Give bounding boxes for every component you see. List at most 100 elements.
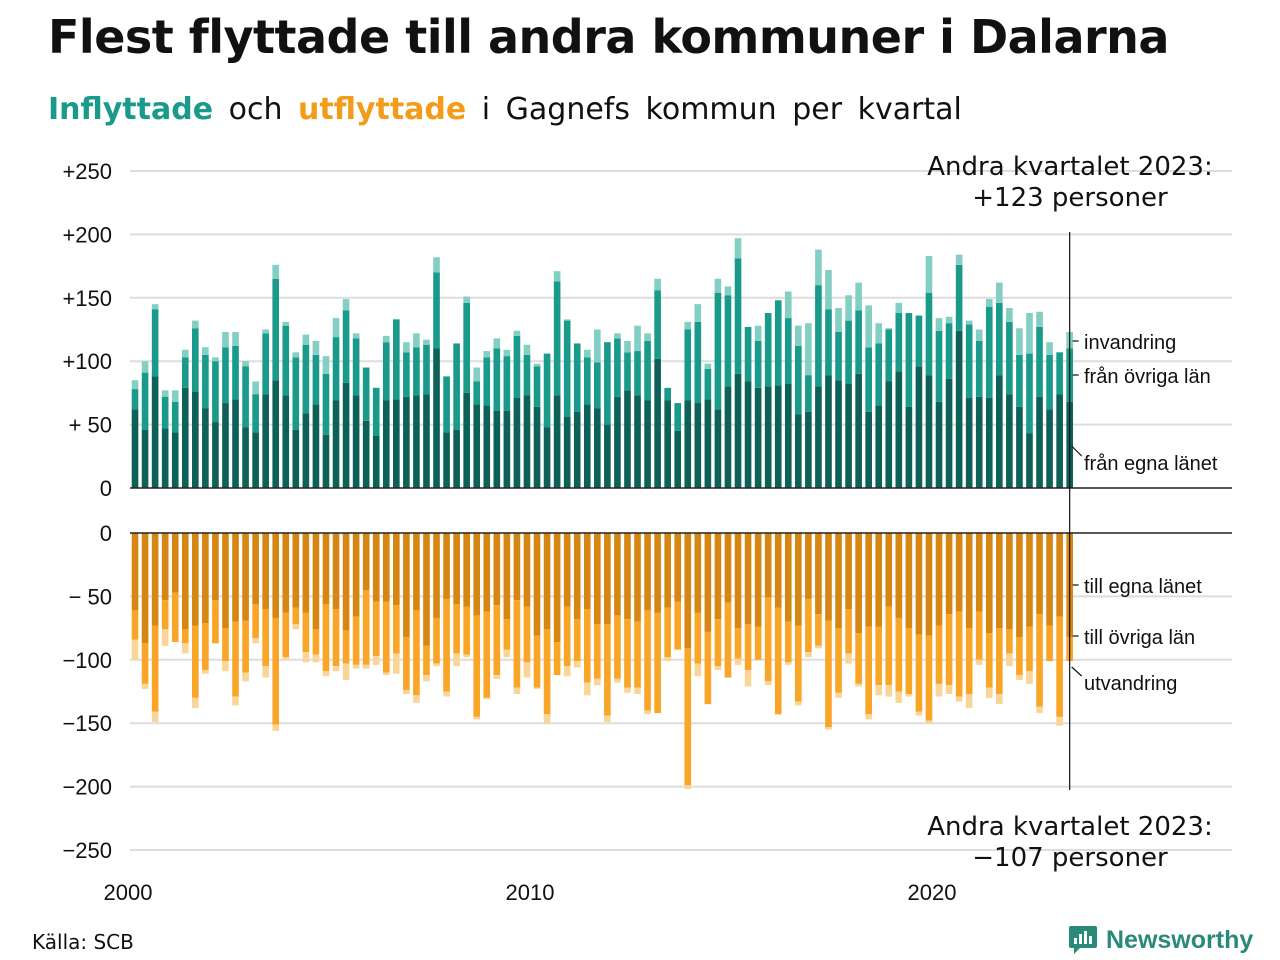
bar-inflow-local bbox=[996, 375, 1003, 488]
bar-outflow-abroad bbox=[996, 694, 1003, 705]
bar-outflow-other bbox=[1026, 626, 1033, 672]
bar-inflow-local bbox=[644, 400, 651, 488]
bar-inflow-other bbox=[483, 357, 491, 406]
bar-outflow-other bbox=[835, 628, 842, 693]
bar-outflow-abroad bbox=[583, 682, 591, 696]
bar-outflow-abroad bbox=[161, 629, 169, 646]
bar-outflow-abroad bbox=[1016, 675, 1023, 681]
bar-inflow-other bbox=[473, 381, 481, 405]
bar-inflow-local bbox=[563, 416, 571, 488]
bar-outflow-other bbox=[1036, 614, 1043, 707]
bar-outflow-local bbox=[704, 533, 712, 632]
bar-outflow-other bbox=[433, 617, 440, 664]
bar-inflow-other bbox=[955, 264, 963, 331]
bar-outflow-local bbox=[1006, 533, 1013, 630]
bar-inflow-local bbox=[151, 376, 159, 488]
bar-inflow-abroad bbox=[845, 295, 852, 321]
bar-inflow-abroad bbox=[945, 316, 953, 324]
bar-inflow-local bbox=[975, 396, 983, 488]
chart-subtitle: Inflyttade och utflyttade i Gagnefs komm… bbox=[48, 92, 962, 127]
bar-outflow-local bbox=[1026, 533, 1033, 627]
bar-inflow-local bbox=[583, 404, 591, 488]
bar-outflow-other bbox=[724, 602, 732, 678]
bar-inflow-abroad bbox=[784, 291, 792, 319]
bar-inflow-abroad bbox=[212, 357, 219, 362]
bar-outflow-abroad bbox=[543, 714, 551, 724]
bar-inflow-other bbox=[815, 285, 822, 387]
bar-outflow-local bbox=[654, 533, 661, 613]
bar-outflow-abroad bbox=[453, 653, 460, 667]
bar-outflow-abroad bbox=[855, 683, 862, 687]
bar-inflow-abroad bbox=[634, 325, 641, 352]
bar-outflow-local bbox=[764, 533, 772, 598]
bar-outflow-abroad bbox=[181, 643, 189, 654]
bar-inflow-local bbox=[895, 371, 903, 488]
bar-outflow-other bbox=[704, 631, 712, 705]
bar-inflow-abroad bbox=[463, 296, 470, 303]
bar-inflow-other bbox=[553, 281, 561, 396]
bar-inflow-abroad bbox=[503, 349, 511, 357]
bar-outflow-other bbox=[151, 625, 159, 712]
bar-inflow-other bbox=[171, 401, 179, 433]
bar-outflow-local bbox=[443, 533, 450, 599]
bar-inflow-abroad bbox=[925, 255, 933, 293]
bar-outflow-abroad bbox=[292, 624, 300, 630]
bar-inflow-other bbox=[423, 344, 430, 395]
bar-inflow-other bbox=[573, 343, 581, 412]
bar-inflow-local bbox=[624, 390, 631, 488]
annotation-bottom: Andra kvartalet 2023: bbox=[927, 812, 1212, 842]
bar-outflow-abroad bbox=[513, 687, 521, 695]
bar-inflow-other bbox=[875, 343, 883, 406]
bar-inflow-other bbox=[724, 295, 732, 387]
bar-inflow-local bbox=[965, 397, 973, 488]
bar-inflow-abroad bbox=[865, 305, 872, 348]
bar-inflow-other bbox=[624, 352, 631, 391]
y-tick-label: −200 bbox=[62, 775, 112, 800]
bar-inflow-local bbox=[694, 403, 702, 488]
bar-inflow-other bbox=[272, 278, 280, 381]
bar-inflow-abroad bbox=[1006, 307, 1013, 322]
bar-inflow-abroad bbox=[875, 323, 883, 344]
bar-inflow-other bbox=[161, 396, 169, 429]
bar-inflow-abroad bbox=[965, 320, 973, 325]
bar-inflow-other bbox=[1026, 353, 1033, 434]
bar-outflow-local bbox=[965, 533, 973, 629]
bar-outflow-other bbox=[583, 609, 591, 683]
bar-inflow-other bbox=[985, 306, 993, 398]
bar-outflow-local bbox=[292, 533, 300, 608]
bar-outflow-abroad bbox=[865, 714, 872, 720]
bar-inflow-local bbox=[503, 410, 511, 488]
bar-outflow-abroad bbox=[624, 687, 631, 693]
bar-outflow-other bbox=[614, 615, 621, 679]
source-note: Källa: SCB bbox=[32, 930, 134, 954]
bar-outflow-other bbox=[815, 614, 822, 646]
bar-outflow-abroad bbox=[744, 669, 752, 687]
bar-inflow-abroad bbox=[1026, 313, 1033, 354]
bar-inflow-abroad bbox=[151, 304, 159, 310]
bar-outflow-local bbox=[1016, 533, 1023, 637]
bar-outflow-other bbox=[192, 625, 199, 698]
bar-inflow-other bbox=[975, 340, 983, 397]
bar-outflow-abroad bbox=[905, 694, 913, 697]
bar-inflow-local bbox=[634, 395, 641, 488]
bar-inflow-local bbox=[1016, 406, 1023, 488]
bar-outflow-local bbox=[784, 533, 792, 622]
bar-inflow-local bbox=[443, 432, 450, 488]
bar-outflow-local bbox=[483, 533, 491, 612]
bar-inflow-local bbox=[885, 381, 893, 488]
bar-outflow-local bbox=[734, 533, 742, 629]
bar-inflow-abroad bbox=[714, 278, 722, 293]
bar-inflow-abroad bbox=[473, 367, 481, 382]
bar-outflow-local bbox=[181, 533, 189, 630]
y-tick-label: 0 bbox=[100, 476, 112, 501]
bar-outflow-local bbox=[694, 533, 702, 613]
bar-inflow-local bbox=[553, 395, 561, 488]
bar-outflow-abroad bbox=[413, 695, 420, 703]
bar-outflow-other bbox=[232, 621, 239, 697]
bar-inflow-local bbox=[393, 399, 400, 488]
subtitle-outflow: utflyttade bbox=[298, 92, 467, 127]
bar-outflow-abroad bbox=[262, 666, 269, 678]
bar-outflow-other bbox=[604, 624, 611, 716]
bar-inflow-local bbox=[1046, 409, 1053, 488]
bar-inflow-local bbox=[905, 406, 913, 488]
